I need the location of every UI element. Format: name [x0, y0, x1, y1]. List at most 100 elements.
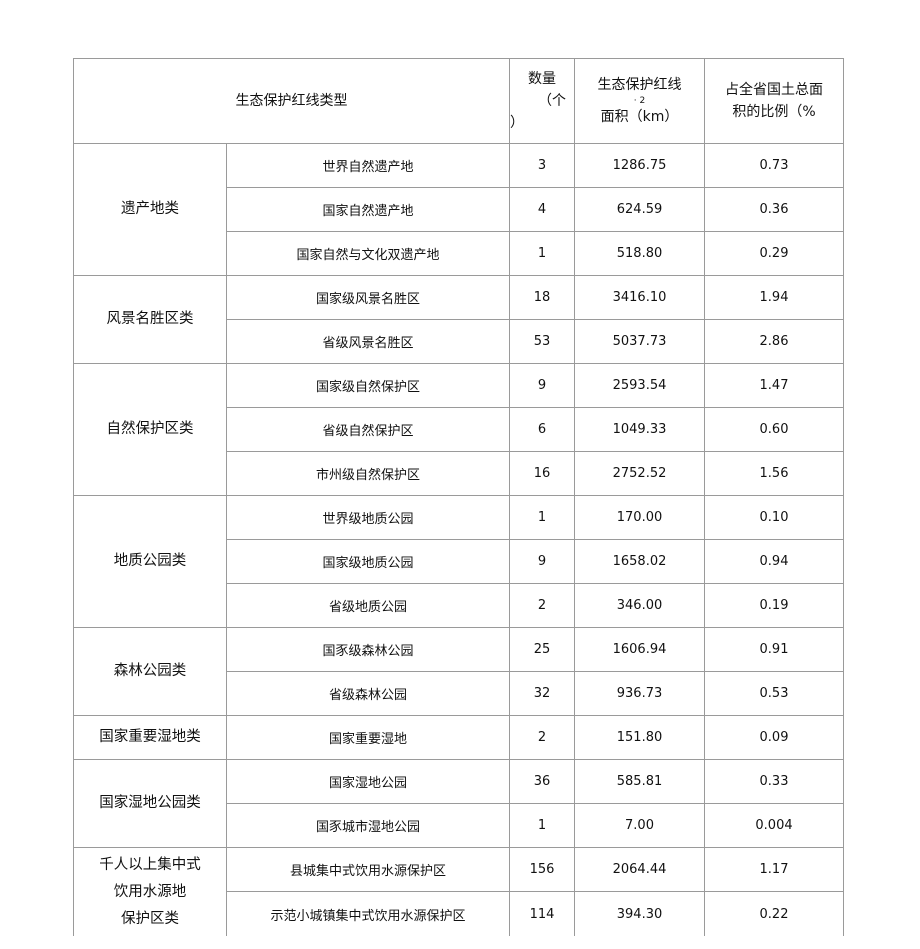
table-row: 示范小城镇集中式饮用水源保护区 114 394.30 0.22 — [74, 891, 844, 936]
header-count-line3: ） — [510, 115, 524, 131]
table-row: 森林公园类 国豕级森林公园 25 1606.94 0.91 — [73, 627, 844, 716]
ecological-redline-table: 生态保护红线类型 数量 （个 ） 生态保护红线 · 2 面积（km） 占全省国土… — [73, 58, 844, 936]
area-cell: 346.00 — [574, 583, 705, 628]
table-row: 国家重要湿地类 国家重要湿地 2 151.80 0.09 — [73, 715, 844, 760]
ratio-cell: 0.10 — [704, 495, 844, 540]
ratio-cell: 1.17 — [704, 847, 844, 892]
ratio-cell: 1.56 — [704, 451, 844, 496]
count-cell: 156 — [509, 847, 575, 892]
name-cell: 国家级风景名胜区 — [226, 275, 510, 320]
area-cell: 2752.52 — [574, 451, 705, 496]
ratio-cell: 0.29 — [704, 231, 844, 276]
name-cell: 国家湿地公园 — [226, 759, 510, 804]
count-cell: 36 — [509, 759, 575, 804]
area-cell: 585.81 — [574, 759, 705, 804]
header-count: 数量 （个 ） — [509, 58, 575, 144]
area-cell: 2064.44 — [574, 847, 705, 892]
header-area-line1: 生态保护红线 — [597, 77, 682, 93]
category-cell: 地质公园类 — [73, 495, 227, 628]
name-cell: 国家自然遗产地 — [226, 187, 510, 232]
area-cell: 1658.02 — [574, 539, 705, 584]
count-cell: 18 — [509, 275, 575, 320]
table-row: 遗产地类 世界自然遗产地 3 1286.75 0.73 — [73, 143, 844, 276]
name-cell: 世界级地质公园 — [226, 495, 510, 540]
count-cell: 9 — [509, 539, 575, 584]
count-cell: 2 — [509, 715, 575, 760]
name-cell: 国家自然与文化双遗产地 — [226, 231, 510, 276]
category-cell: 风景名胜区类 — [73, 275, 227, 364]
header-count-line2: （个 — [538, 93, 566, 109]
ratio-cell: 0.36 — [704, 187, 844, 232]
ratio-cell: 1.94 — [704, 275, 844, 320]
name-cell: 国家级自然保护区 — [226, 363, 510, 408]
count-cell: 25 — [509, 627, 575, 672]
table-row: 省级森林公园 32 936.73 0.53 — [74, 671, 844, 716]
area-cell: 151.80 — [574, 715, 705, 760]
ratio-cell: 0.53 — [704, 671, 844, 716]
table-row: 国家级地质公园 9 1658.02 0.94 — [74, 539, 844, 584]
header-type: 生态保护红线类型 — [73, 58, 510, 144]
ratio-cell: 0.22 — [704, 891, 844, 936]
name-cell: 省级森林公园 — [226, 671, 510, 716]
header-row: 生态保护红线类型 数量 （个 ） 生态保护红线 · 2 面积（km） 占全省国土… — [73, 58, 844, 144]
name-cell: 省级地质公园 — [226, 583, 510, 628]
ratio-cell: 0.94 — [704, 539, 844, 584]
header-area-sup: · 2 — [633, 96, 646, 106]
count-cell: 1 — [509, 803, 575, 848]
area-cell: 170.00 — [574, 495, 705, 540]
header-ratio-line2: 积的比例（% — [732, 104, 816, 120]
area-cell: 1286.75 — [574, 143, 705, 188]
header-area: 生态保护红线 · 2 面积（km） — [574, 58, 705, 144]
name-cell: 示范小城镇集中式饮用水源保护区 — [226, 891, 510, 936]
category-cell: 森林公园类 — [73, 627, 227, 716]
name-cell: 国家重要湿地 — [226, 715, 510, 760]
area-cell: 3416.10 — [574, 275, 705, 320]
table-row: 国家自然与文化双遗产地 1 518.80 0.29 — [74, 231, 844, 276]
ratio-cell: 0.33 — [704, 759, 844, 804]
name-cell: 国豕级森林公园 — [226, 627, 510, 672]
category-cell: 自然保护区类 — [73, 363, 227, 496]
name-cell: 省级自然保护区 — [226, 407, 510, 452]
name-cell: 县城集中式饮用水源保护区 — [226, 847, 510, 892]
table-row: 省级地质公园 2 346.00 0.19 — [74, 583, 844, 628]
ratio-cell: 0.60 — [704, 407, 844, 452]
ratio-cell: 1.47 — [704, 363, 844, 408]
table-row: 风景名胜区类 国家级风景名胜区 18 3416.10 1.94 — [73, 275, 844, 364]
table-row: 省级风景名胜区 53 5037.73 2.86 — [74, 319, 844, 364]
count-cell: 2 — [509, 583, 575, 628]
header-ratio-line1: 占全省国土总面 — [725, 82, 823, 98]
table-row: 国豕城市湿地公园 1 7.00 0.004 — [74, 803, 844, 848]
name-cell: 世界自然遗产地 — [226, 143, 510, 188]
count-cell: 1 — [509, 231, 575, 276]
category-cell: 国家重要湿地类 — [73, 715, 227, 760]
name-cell: 国家级地质公园 — [226, 539, 510, 584]
count-cell: 1 — [509, 495, 575, 540]
table-row: 市州级自然保护区 16 2752.52 1.56 — [74, 451, 844, 496]
name-cell: 国豕城市湿地公园 — [226, 803, 510, 848]
ratio-cell: 0.91 — [704, 627, 844, 672]
category-cell: 千人以上集中式 饮用水源地 保护区类 — [73, 847, 227, 936]
table-row: 国家湿地公园类 国家湿地公园 36 585.81 0.33 — [73, 759, 844, 848]
name-cell: 省级风景名胜区 — [226, 319, 510, 364]
area-cell: 518.80 — [574, 231, 705, 276]
area-cell: 394.30 — [574, 891, 705, 936]
area-cell: 624.59 — [574, 187, 705, 232]
ratio-cell: 0.73 — [704, 143, 844, 188]
category-cell: 国家湿地公园类 — [73, 759, 227, 848]
category-cell: 遗产地类 — [73, 143, 227, 276]
area-cell: 5037.73 — [574, 319, 705, 364]
header-count-line1: 数量 — [528, 71, 556, 87]
header-ratio: 占全省国土总面 积的比例（% — [704, 58, 844, 144]
ratio-cell: 0.09 — [704, 715, 844, 760]
count-cell: 6 — [509, 407, 575, 452]
ratio-cell: 0.004 — [704, 803, 844, 848]
count-cell: 9 — [509, 363, 575, 408]
table-row: 国家自然遗产地 4 624.59 0.36 — [74, 187, 844, 232]
area-cell: 1049.33 — [574, 407, 705, 452]
ratio-cell: 2.86 — [704, 319, 844, 364]
header-area-line2: 面积（km） — [600, 109, 679, 125]
count-cell: 53 — [509, 319, 575, 364]
table-row: 地质公园类 世界级地质公园 1 170.00 0.10 — [73, 495, 844, 628]
area-cell: 1606.94 — [574, 627, 705, 672]
area-cell: 7.00 — [574, 803, 705, 848]
